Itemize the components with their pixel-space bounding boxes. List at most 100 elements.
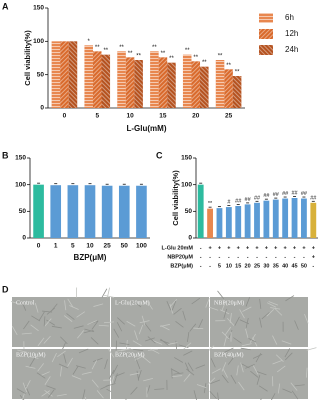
y-tick-label: 50 xyxy=(19,208,27,215)
bar-hatch xyxy=(158,57,168,108)
cell-texture xyxy=(144,323,152,332)
cell-texture xyxy=(285,295,295,302)
cell-texture xyxy=(284,352,293,361)
legend-label: 12h xyxy=(285,29,298,38)
cell-texture xyxy=(245,317,249,328)
cell-texture xyxy=(160,338,169,346)
cell-texture xyxy=(172,375,183,378)
cell-texture xyxy=(281,340,292,345)
condition-cell: - xyxy=(303,254,305,260)
cell-texture xyxy=(46,319,56,326)
condition-cell: - xyxy=(200,245,202,251)
cell-texture xyxy=(139,320,150,324)
x-tick-label: 15 xyxy=(159,113,167,120)
cell-texture xyxy=(101,288,108,298)
cell-texture xyxy=(193,390,197,400)
cell-texture xyxy=(171,368,173,379)
cell-texture xyxy=(306,347,317,351)
significance-mark: ** xyxy=(226,63,231,69)
cell-texture xyxy=(147,336,156,344)
bar xyxy=(263,200,270,238)
cell-texture xyxy=(134,330,138,341)
y-tick-label: 150 xyxy=(181,155,192,162)
cell-texture xyxy=(252,353,263,359)
significance-mark: ** xyxy=(152,45,157,51)
cell-texture xyxy=(173,372,184,375)
cell-texture xyxy=(160,323,170,327)
cell-texture xyxy=(82,389,86,400)
bar-hatch xyxy=(51,41,61,109)
cell-texture xyxy=(114,373,118,384)
legend-hatch xyxy=(259,29,273,39)
cell-texture xyxy=(210,358,216,368)
x-tick-label: 5 xyxy=(71,243,75,250)
cell-texture xyxy=(252,365,259,375)
cell-texture xyxy=(117,317,125,325)
bar-hatch xyxy=(84,45,93,108)
significance-mark: ** xyxy=(161,51,166,57)
condition-cell: + xyxy=(284,245,287,251)
condition-label: NBP20μM xyxy=(167,254,193,260)
bar xyxy=(207,208,213,238)
bar-hatch xyxy=(232,76,242,108)
condition-label: L-Glu 20mM xyxy=(162,245,194,251)
significance-mark: ** xyxy=(103,48,108,54)
cell-texture xyxy=(247,337,257,343)
cell-texture xyxy=(240,362,244,373)
cell-texture xyxy=(183,373,191,382)
cell-texture xyxy=(21,301,27,311)
condition-cell: + xyxy=(227,245,230,251)
condition-cell: - xyxy=(209,254,211,260)
significance-mark: ** xyxy=(119,45,124,51)
cell-texture xyxy=(92,357,103,363)
significance-mark: ** xyxy=(185,48,190,54)
cell-texture xyxy=(63,315,73,322)
significance-mark: ## xyxy=(291,190,298,196)
cell-texture xyxy=(245,297,250,307)
cell-texture xyxy=(137,370,142,380)
cell-texture xyxy=(174,357,184,363)
y-tick-label: 50 xyxy=(37,71,45,78)
significance-mark: ** xyxy=(208,201,213,207)
condition-cell: + xyxy=(218,245,221,251)
cell-texture xyxy=(238,381,245,391)
cell-texture xyxy=(93,303,104,307)
cell-texture xyxy=(87,320,97,325)
cell-texture xyxy=(103,321,114,324)
cell-texture xyxy=(104,359,108,370)
condition-cell: - xyxy=(294,254,296,260)
cell-texture xyxy=(72,365,79,375)
cell-texture xyxy=(60,366,62,377)
cell-texture xyxy=(245,328,249,339)
cell-texture xyxy=(51,325,62,329)
cell-texture xyxy=(170,368,180,374)
condition-cell: 25 xyxy=(254,263,260,269)
cell-texture xyxy=(130,386,138,395)
cell-texture xyxy=(207,377,216,385)
bar xyxy=(118,185,130,238)
cell-texture xyxy=(184,362,190,373)
cell-texture xyxy=(129,372,140,376)
x-tick-label: 25 xyxy=(225,113,233,120)
cell-texture xyxy=(112,364,119,375)
cell-texture xyxy=(223,336,227,347)
condition-cell: + xyxy=(246,245,249,251)
cell-texture xyxy=(126,320,136,327)
cell-texture xyxy=(31,315,41,322)
cell-texture xyxy=(108,369,115,379)
cell-texture xyxy=(57,350,66,357)
cell-texture xyxy=(60,336,68,345)
cell-texture xyxy=(17,349,28,353)
x-tick-label: 0 xyxy=(63,113,67,120)
cell-texture xyxy=(294,320,299,330)
cell-texture xyxy=(182,310,186,321)
bar xyxy=(235,206,242,238)
cell-texture xyxy=(195,364,206,369)
cell-texture xyxy=(83,329,94,334)
x-tick-label: 1 xyxy=(54,243,58,250)
cell-texture xyxy=(141,315,146,326)
cell-texture xyxy=(250,370,259,378)
cell-texture xyxy=(277,383,281,394)
cell-texture xyxy=(227,356,235,365)
